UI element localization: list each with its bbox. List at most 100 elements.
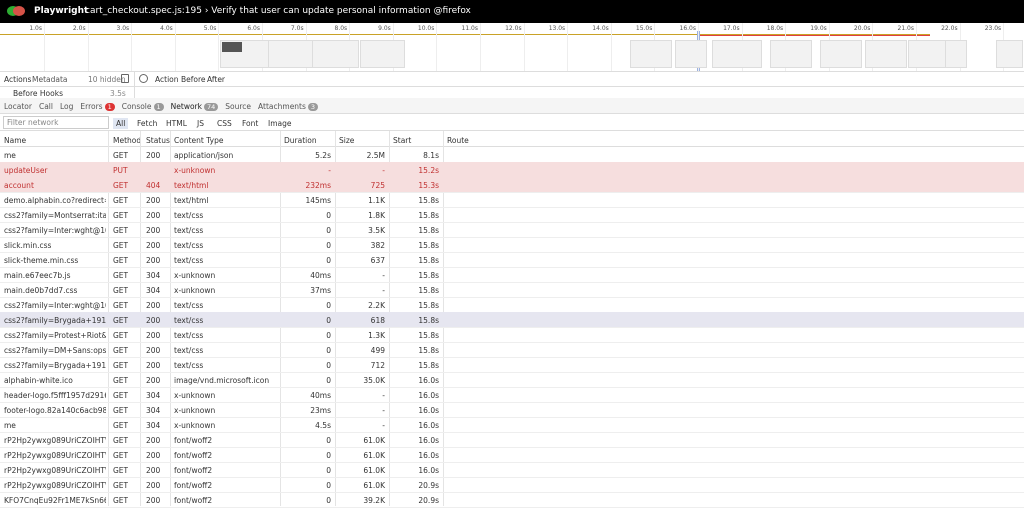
- network-row[interactable]: alphabin-white.ico GET 200 image/vnd.micros…: [0, 372, 1024, 388]
- filter-input[interactable]: Filter network: [3, 116, 109, 129]
- type-filter[interactable]: Fetch: [137, 119, 158, 128]
- network-row[interactable]: rP2Hp2ywxg089UriCZOIHTWC… GET 200 font/woff…: [0, 432, 1024, 448]
- timeline-tick-label: 7.0s: [290, 25, 304, 32]
- cell: GET: [113, 301, 129, 310]
- cell: css2?family=DM+Sans:opsz,wg…: [4, 346, 106, 355]
- action-tab[interactable]: Before: [181, 75, 206, 84]
- cell: 15.8s: [418, 226, 439, 235]
- cell: demo.alphabin.co?redirect=%2…: [4, 196, 106, 205]
- network-row[interactable]: css2?family=Brygada+1918:wg… GET 200 text/c…: [0, 357, 1024, 373]
- cell: 4.5s: [315, 421, 331, 430]
- column-header[interactable]: Content Type: [174, 136, 224, 145]
- cell: x-unknown: [174, 421, 216, 430]
- tab[interactable]: Locator: [4, 102, 32, 111]
- network-row[interactable]: me GET 304 x-unknown 4.5s - 16.0s: [0, 417, 1024, 433]
- screenshot-thumbnail: [996, 40, 1023, 68]
- network-row[interactable]: main.e67eec7b.js GET 304 x-unknown 40ms - 15.8…: [0, 267, 1024, 283]
- cell: text/css: [174, 346, 204, 355]
- cell: 15.8s: [418, 256, 439, 265]
- cell: 15.8s: [418, 316, 439, 325]
- screenshot-thumbnail: [712, 40, 762, 68]
- cell: rP2Hp2ywxg089UriCZOIHTWC…: [4, 436, 106, 445]
- cell: x-unknown: [174, 406, 216, 415]
- cell: footer-logo.82a140c6acb98705…: [4, 406, 106, 415]
- network-row[interactable]: slick-theme.min.css GET 200 text/css 0 637 15.…: [0, 252, 1024, 268]
- screenshot-thumbnail: [222, 42, 242, 52]
- actions-toolbar: [0, 72, 1024, 87]
- type-filter[interactable]: All: [113, 118, 129, 129]
- screenshot-thumbnail: [770, 40, 812, 68]
- cell: 16.0s: [418, 451, 439, 460]
- type-filter[interactable]: Image: [268, 119, 292, 128]
- cell: account: [4, 181, 34, 190]
- tab[interactable]: Source: [225, 102, 251, 111]
- network-row[interactable]: css2?family=Inter:wght@100;2… GET 200 text/…: [0, 297, 1024, 313]
- column-header[interactable]: Method: [113, 136, 142, 145]
- network-row[interactable]: updateUser PUT x-unknown - - 15.2s: [0, 162, 1024, 178]
- network-row[interactable]: account GET 404 text/html 232ms 725 15.3s: [0, 177, 1024, 193]
- action-tab[interactable]: After: [207, 75, 226, 84]
- network-row[interactable]: main.de0b7dd7.css GET 304 x-unknown 37ms - 15.…: [0, 282, 1024, 298]
- tab[interactable]: Call: [39, 102, 53, 111]
- type-filter[interactable]: HTML: [166, 119, 187, 128]
- tab-badge: 1: [153, 103, 164, 111]
- timeline-tick-label: 6.0s: [247, 25, 260, 32]
- tab[interactable]: Metadata: [32, 75, 68, 84]
- network-row[interactable]: me GET 200 application/json 5.2s 2.5M 8.1s: [0, 147, 1024, 163]
- network-row[interactable]: header-logo.f5fff1957d29164b… GET 304 x-unk…: [0, 387, 1024, 403]
- cell: 200: [146, 496, 161, 505]
- tab[interactable]: Actions: [4, 75, 32, 84]
- hook-name[interactable]: Before Hooks: [13, 89, 63, 98]
- network-row[interactable]: css2?family=Protest+Riot&disp… GET 200 text…: [0, 327, 1024, 343]
- network-row[interactable]: css2?family=Montserrat:ital,wg… GET 200 tex…: [0, 207, 1024, 223]
- network-row[interactable]: rP2Hp2ywxg089UriCZOIHTWC… GET 200 font/woff…: [0, 477, 1024, 493]
- column-header[interactable]: Name: [4, 136, 27, 145]
- network-row[interactable]: css2?family=Brygada+1918:di… GET 200 text/c…: [0, 312, 1024, 328]
- cell: 0: [326, 331, 331, 340]
- tab-label: Source: [225, 102, 252, 111]
- tab-label: Console: [121, 102, 152, 111]
- type-filter[interactable]: JS: [197, 119, 204, 128]
- tab[interactable]: Errors 1: [80, 102, 115, 111]
- cell: 618: [370, 316, 385, 325]
- screenshot-thumbnail: [312, 40, 359, 68]
- cell: 200: [146, 316, 161, 325]
- column-header[interactable]: Start: [393, 136, 412, 145]
- type-filter[interactable]: CSS: [217, 119, 232, 128]
- cell: 200: [146, 331, 161, 340]
- cell: alphabin-white.ico: [4, 376, 73, 385]
- type-filter[interactable]: Font: [242, 119, 259, 128]
- network-row[interactable]: css2?family=Inter:wght@100;2… GET 200 text/…: [0, 222, 1024, 238]
- cell: 0: [326, 226, 331, 235]
- tab-label: Log: [59, 102, 74, 111]
- cell: text/html: [174, 196, 209, 205]
- filter-bar: [0, 114, 1024, 131]
- cell: 200: [146, 481, 161, 490]
- network-row[interactable]: footer-logo.82a140c6acb98705… GET 304 x-unk…: [0, 402, 1024, 418]
- tab[interactable]: Attachments 3: [258, 102, 319, 111]
- tab[interactable]: Network 74: [171, 102, 219, 111]
- title-bar: Playwright cart_checkout.spec.js:195 › V…: [0, 0, 1024, 23]
- column-header[interactable]: Size: [339, 136, 355, 145]
- screenshot-thumbnail: [220, 40, 270, 68]
- column-header[interactable]: Status: [146, 136, 170, 145]
- network-row[interactable]: rP2Hp2ywxg089UriCZOIHTWC… GET 200 font/woff…: [0, 447, 1024, 463]
- tab-bar: [0, 98, 1024, 114]
- cell: -: [382, 166, 385, 175]
- cell: 200: [146, 241, 161, 250]
- action-tab[interactable]: Action: [155, 75, 179, 84]
- tab[interactable]: Console 1: [122, 102, 164, 111]
- cell: text/css: [174, 241, 204, 250]
- settings-icon[interactable]: [139, 74, 148, 83]
- network-row[interactable]: slick.min.css GET 200 text/css 0 382 15.8s: [0, 237, 1024, 253]
- network-row[interactable]: css2?family=DM+Sans:opsz,wg… GET 200 text/c…: [0, 342, 1024, 358]
- column-header[interactable]: Route: [447, 136, 469, 145]
- tab[interactable]: Log: [60, 102, 73, 111]
- column-header[interactable]: Duration: [284, 136, 317, 145]
- timeline-tick: [523, 23, 525, 71]
- filter-icon[interactable]: [121, 74, 129, 83]
- cell: 145ms: [305, 196, 331, 205]
- cell: 15.8s: [418, 286, 439, 295]
- network-row[interactable]: rP2Hp2ywxg089UriCZOIHTWC… GET 200 font/woff…: [0, 462, 1024, 478]
- network-row[interactable]: demo.alphabin.co?redirect=%2… GET 200 text/…: [0, 192, 1024, 208]
